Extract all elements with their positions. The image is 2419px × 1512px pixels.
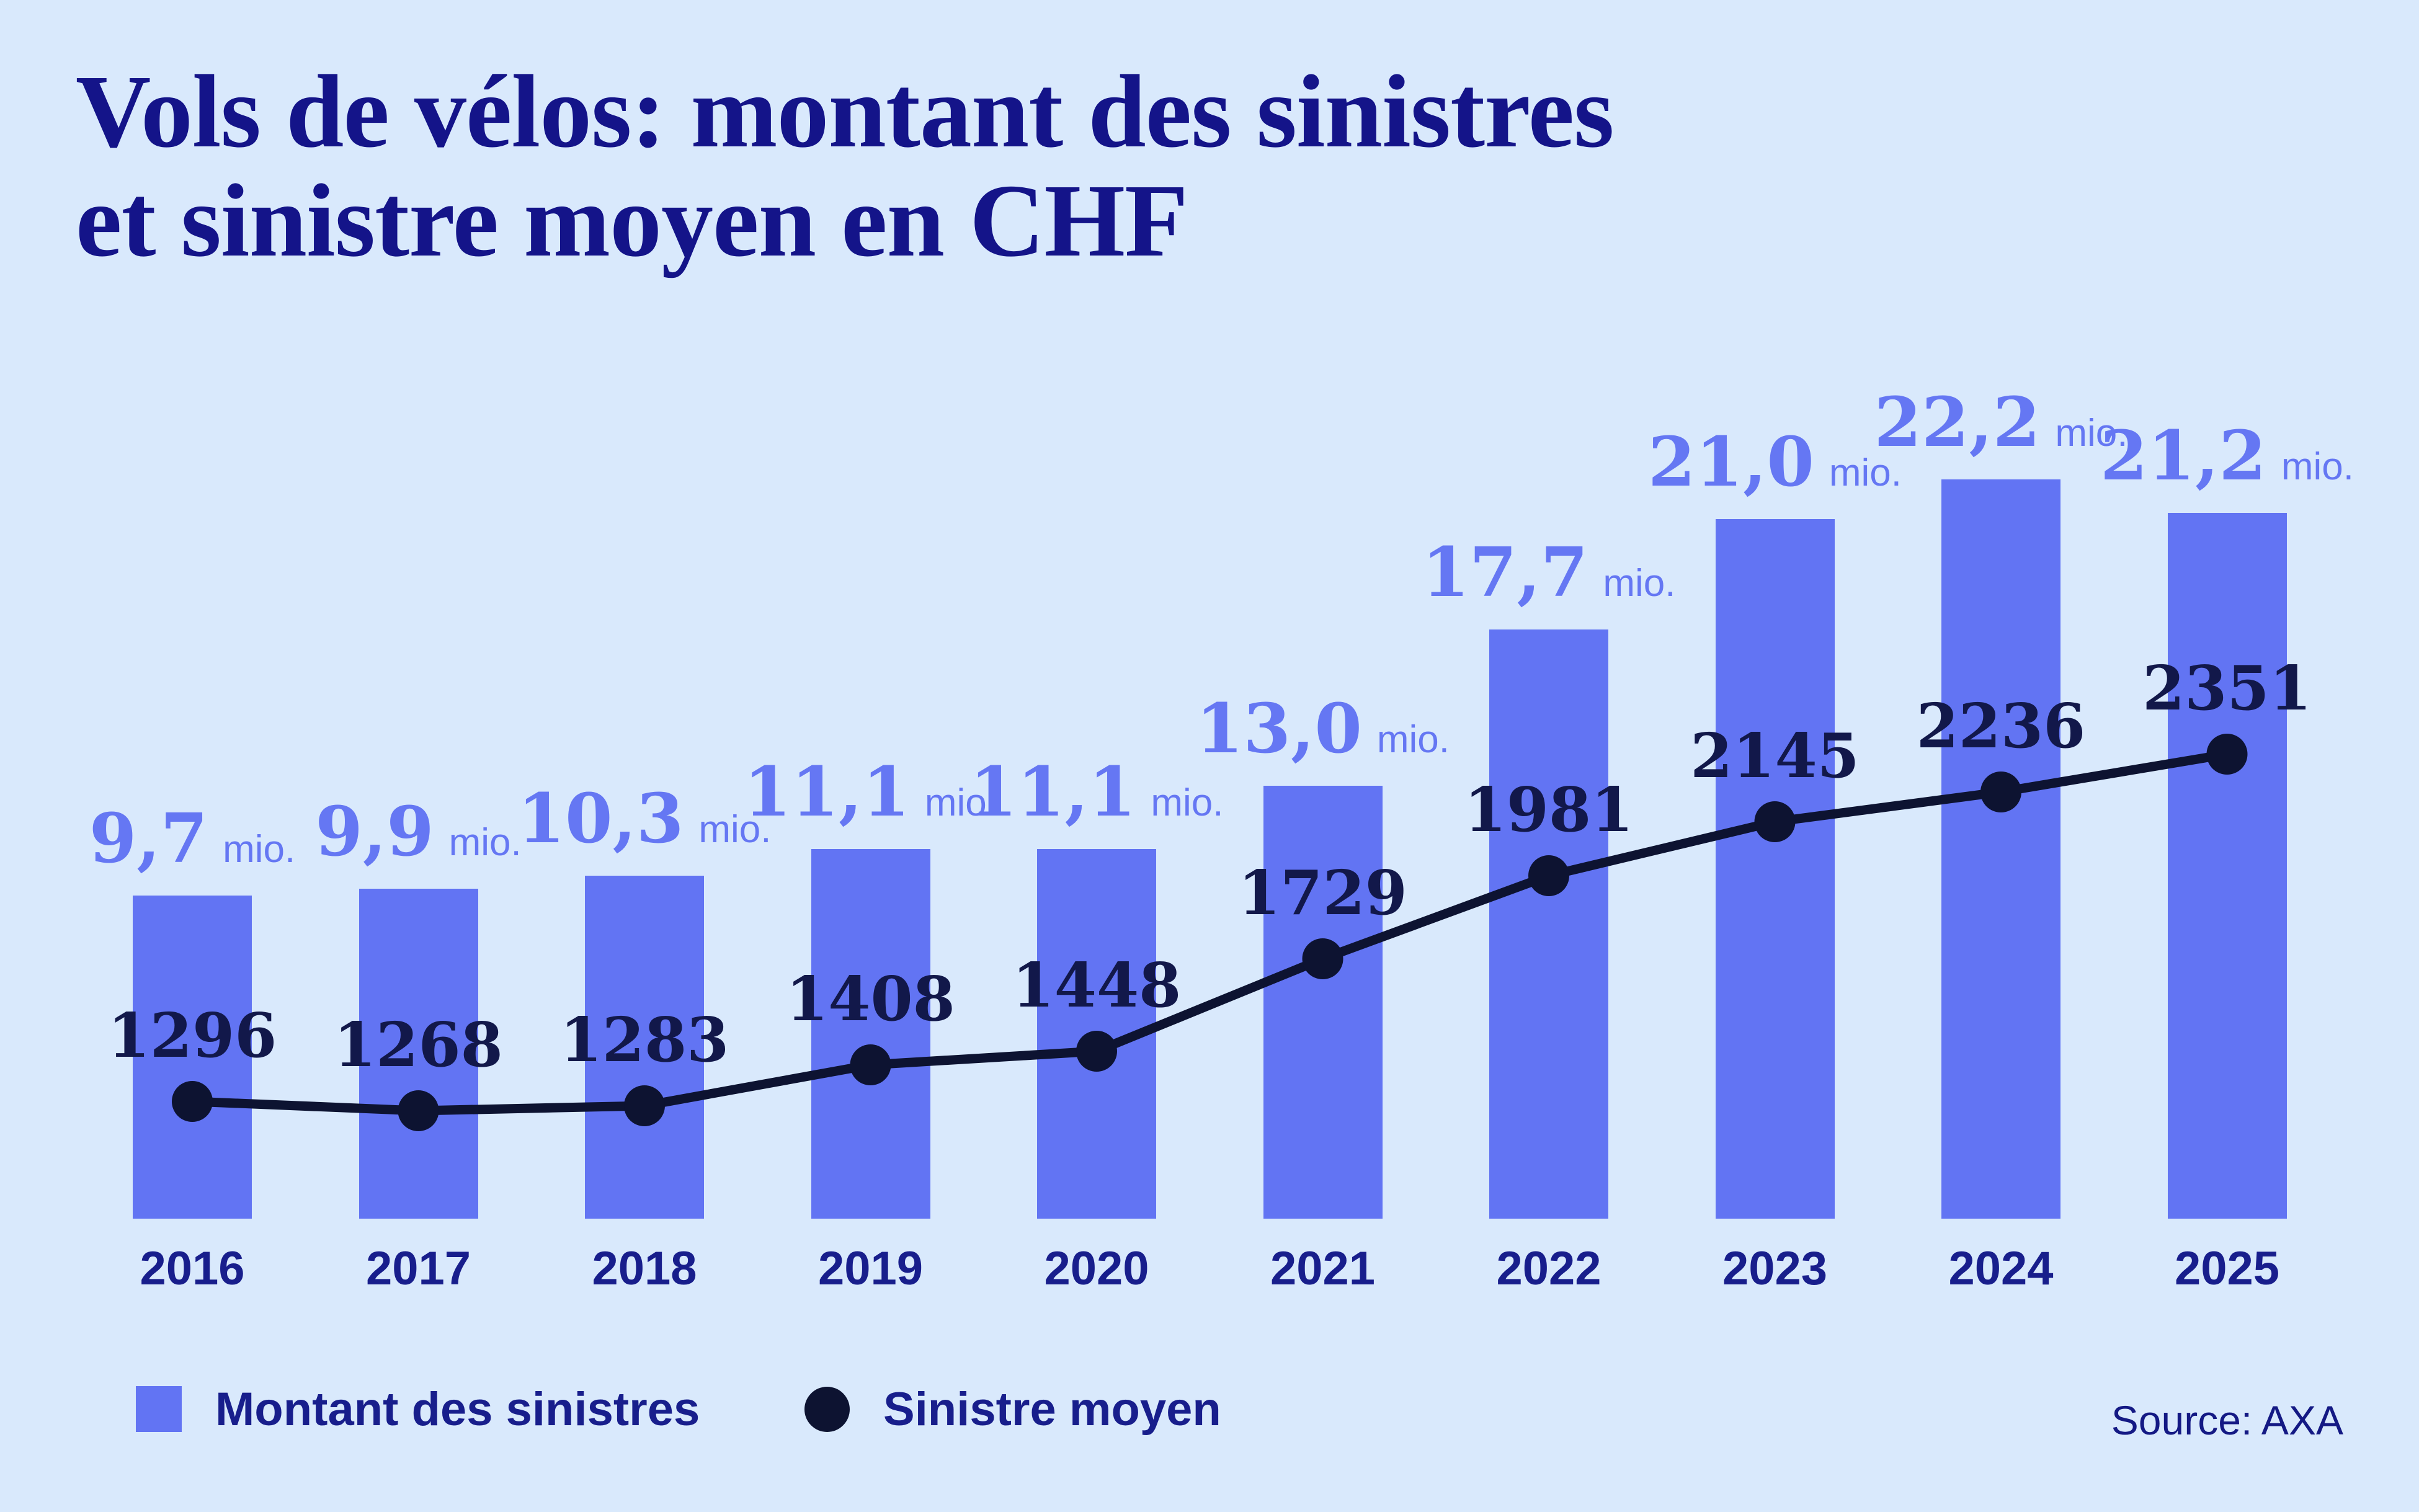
bar-value-label-2020: 11,1 mio. [969, 758, 1223, 826]
bar-value-label-2023: 21,0 mio. [1648, 428, 1902, 496]
data-point-2025 [2206, 734, 2248, 775]
year-label-2017: 2017 [365, 1242, 471, 1295]
data-point-2022 [1528, 855, 1569, 896]
data-point-2018 [624, 1085, 665, 1126]
legend-line-label: Sinistre moyen [883, 1382, 1221, 1436]
bar-2023 [1715, 519, 1835, 1219]
bar-value-unit: mio. [2281, 445, 2354, 488]
bar-2021 [1263, 786, 1383, 1219]
bar-value-unit: mio. [924, 781, 998, 824]
bar-swatch-icon [136, 1386, 182, 1432]
year-label-2025: 2025 [2174, 1242, 2280, 1295]
avg-value-label-2020: 1448 [1012, 950, 1182, 1021]
bar-value-number: 9,7 [89, 798, 208, 878]
source-label: Source: AXA [2111, 1397, 2343, 1443]
chart-title-line1: Vols de vélos: montant des sinistres [76, 54, 1615, 169]
bar-value-number: 11,1 [969, 752, 1136, 832]
bar-value-number: 11,1 [743, 752, 910, 832]
avg-value-label-2024: 2236 [1916, 691, 2086, 762]
bar-value-unit: mio. [223, 828, 296, 871]
year-label-2018: 2018 [592, 1242, 697, 1295]
chart-title: Vols de vélos: montant des sinistres et … [76, 54, 1615, 278]
data-point-2021 [1302, 938, 1343, 979]
data-point-2019 [850, 1044, 891, 1085]
bar-2022 [1489, 629, 1608, 1219]
bar-value-number: 10,3 [517, 778, 684, 858]
avg-value-label-2017: 1268 [334, 1010, 503, 1081]
avg-value-label-2023: 2145 [1690, 721, 1860, 792]
bar-value-number: 22,2 [1874, 382, 2041, 462]
trend-line [192, 749, 2228, 1116]
bar-value-label-2016: 9,7 mio. [89, 804, 296, 873]
year-label-2019: 2019 [817, 1242, 924, 1295]
year-label-2020: 2020 [1044, 1242, 1149, 1295]
bar-value-label-2021: 13,0 mio. [1196, 695, 1450, 763]
avg-value-label-2021: 1729 [1238, 858, 1407, 929]
data-point-2016 [172, 1081, 213, 1122]
bar-value-label-2024: 22,2 mio. [1874, 388, 2127, 456]
avg-value-label-2018: 1283 [559, 1005, 729, 1076]
bar-value-number: 21,2 [2100, 416, 2266, 496]
bar-2019 [811, 849, 930, 1219]
bar-value-label-2018: 10,3 mio. [517, 785, 771, 853]
bar-value-unit: mio. [448, 821, 522, 864]
bar-2025 [2167, 513, 2287, 1219]
legend-item-line: Sinistre moyen [804, 1383, 1221, 1436]
avg-value-label-2022: 1981 [1464, 775, 1634, 846]
year-label-2021: 2021 [1270, 1242, 1376, 1295]
bar-value-number: 17,7 [1422, 532, 1588, 612]
data-point-2017 [398, 1090, 439, 1131]
bar-value-number: 13,0 [1195, 688, 1362, 768]
bar-value-unit: mio. [1151, 781, 1224, 824]
bar-value-unit: mio. [1603, 562, 1676, 605]
bar-value-label-2017: 9,9 mio. [315, 798, 522, 866]
bar-value-unit: mio. [698, 808, 772, 851]
bar-value-label-2022: 17,7 mio. [1422, 538, 1675, 607]
bar-value-number: 9,9 [315, 791, 434, 871]
data-point-2023 [1754, 801, 1796, 842]
year-label-2016: 2016 [140, 1242, 245, 1295]
bar-2018 [585, 876, 704, 1219]
bar-value-label-2025: 21,2 mio. [2100, 422, 2354, 490]
bar-value-unit: mio. [1376, 718, 1450, 761]
bar-value-number: 21,0 [1647, 422, 1814, 502]
year-label-2024: 2024 [1948, 1242, 2054, 1295]
year-label-2022: 2022 [1496, 1242, 1602, 1295]
bar-value-unit: mio. [2055, 412, 2128, 455]
chart-title-line2: et sinistre moyen en CHF [76, 163, 1188, 278]
legend-item-bars: Montant des sinistres [136, 1383, 700, 1436]
data-point-2020 [1076, 1031, 1117, 1072]
bar-2017 [359, 889, 478, 1219]
dot-swatch-icon [804, 1386, 850, 1432]
year-label-2023: 2023 [1722, 1242, 1828, 1295]
data-point-2024 [1980, 772, 2021, 812]
bar-2016 [133, 896, 252, 1219]
bar-value-label-2019: 11,1 mio. [744, 758, 997, 826]
avg-value-label-2025: 2351 [2142, 653, 2312, 724]
bar-value-unit: mio. [1829, 451, 1902, 494]
legend-bars-label: Montant des sinistres [215, 1382, 700, 1436]
avg-value-label-2016: 1296 [107, 1000, 277, 1072]
avg-value-label-2019: 1408 [786, 964, 955, 1035]
bar-2024 [1941, 479, 2060, 1219]
